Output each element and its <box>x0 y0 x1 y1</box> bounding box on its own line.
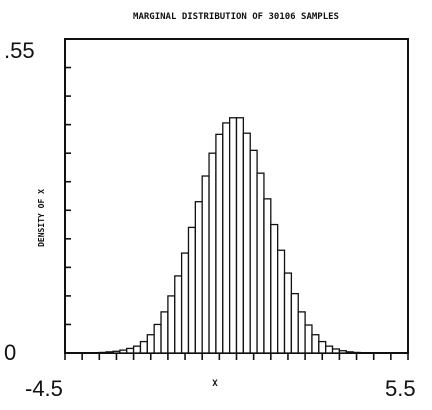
histogram-bar <box>215 133 224 354</box>
histogram-bar <box>105 351 114 354</box>
histogram-bar <box>235 117 245 354</box>
histogram-bar <box>256 172 265 354</box>
histogram-bar <box>331 348 341 354</box>
histogram-bars <box>98 117 361 354</box>
histogram-bar <box>153 323 162 354</box>
histogram-bar <box>132 345 142 354</box>
y-axis-label: DENSITY OF X <box>37 189 46 247</box>
histogram-bar <box>174 275 183 354</box>
x-axis-label: X <box>212 379 218 389</box>
histogram-bar <box>270 223 279 354</box>
histogram-bar <box>228 117 238 354</box>
histogram-bar <box>126 347 135 354</box>
chart-title: MARGINAL DISTRIBUTION OF 30106 SAMPLES <box>133 12 339 22</box>
histogram-bar <box>263 198 272 354</box>
histogram-bar <box>290 292 299 354</box>
histogram-bar <box>345 351 354 354</box>
histogram-bar <box>160 311 169 354</box>
histogram-bar <box>242 132 251 354</box>
y-tick-label-min: 0 <box>4 340 16 365</box>
histogram-bar <box>180 252 190 354</box>
histogram-bar <box>311 334 320 354</box>
histogram-bar <box>208 152 217 354</box>
histogram-bar <box>318 340 327 354</box>
axis-ticks <box>64 38 409 360</box>
histogram-bar <box>277 249 286 354</box>
histogram-bar <box>167 295 176 354</box>
histogram-bar <box>112 350 121 354</box>
y-tick-label-max: .55 <box>4 38 35 63</box>
histogram-bar <box>139 340 148 354</box>
histogram-bar <box>119 349 128 354</box>
x-tick-label-min: -4.5 <box>25 376 63 401</box>
histogram-bar <box>297 311 306 354</box>
histogram-bar <box>187 226 196 354</box>
histogram-bar <box>194 201 203 354</box>
histogram-bar <box>249 149 258 354</box>
histogram-bar <box>352 351 361 354</box>
histogram-bar <box>304 324 313 354</box>
histogram-bar <box>338 350 347 354</box>
histogram-bar <box>325 345 334 354</box>
x-tick-label-max: 5.5 <box>385 376 416 401</box>
histogram-bar <box>201 175 210 354</box>
histogram-bar <box>283 272 293 354</box>
histogram-bar <box>222 122 231 354</box>
histogram-bar <box>146 334 155 354</box>
histogram-bar <box>98 351 107 354</box>
